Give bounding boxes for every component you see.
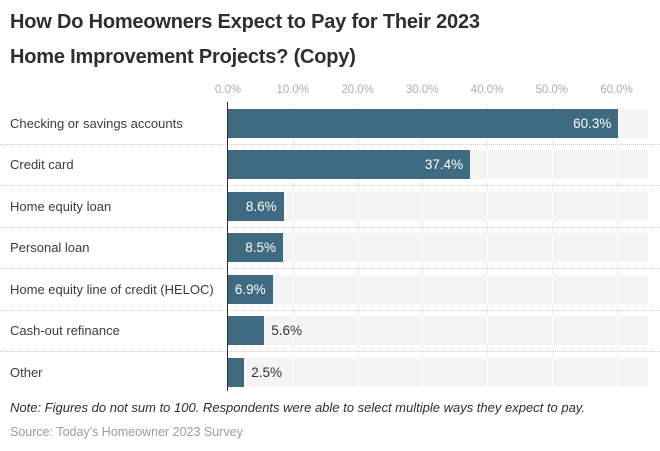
row-strip: 6.9% xyxy=(228,274,648,304)
gridline xyxy=(487,233,488,263)
gridline xyxy=(616,150,618,180)
x-tick-label: 0.0% xyxy=(214,84,242,96)
row-strip: 2.5% xyxy=(228,357,648,387)
gridline xyxy=(551,233,553,263)
chart-row: Other 2.5% xyxy=(0,352,660,393)
gridline xyxy=(292,357,294,387)
value-label: 5.6% xyxy=(271,323,303,339)
gridline xyxy=(616,233,618,263)
row-strip: 5.6% xyxy=(228,316,648,346)
chart-title: How Do Homeowners Expect to Pay for Thei… xyxy=(10,11,480,68)
x-tick-label: 60.0% xyxy=(600,84,633,96)
x-tick-label: 50.0% xyxy=(535,84,569,96)
category-label: Checking or savings accounts xyxy=(10,115,183,131)
category-label: Home equity loan xyxy=(10,198,112,214)
gridline xyxy=(292,274,294,304)
value-label: 8.6% xyxy=(245,198,277,214)
category-label: Home equity line of credit (HELOC) xyxy=(10,281,214,297)
x-tick-label: 20.0% xyxy=(341,84,374,96)
row-strip: 37.4% xyxy=(228,150,648,180)
gridline xyxy=(487,191,488,221)
category-label: Credit card xyxy=(10,157,74,173)
row-strip: 60.3% xyxy=(228,108,648,138)
gridline xyxy=(422,191,424,221)
gridline xyxy=(551,191,553,221)
category-label: Personal loan xyxy=(10,240,90,256)
gridline xyxy=(422,316,424,346)
gridline xyxy=(357,274,359,304)
value-label: 37.4% xyxy=(424,157,464,173)
gridline xyxy=(551,316,553,346)
gridline xyxy=(551,357,553,387)
x-axis: 0.0% 10.0% 20.0% 30.0% 40.0% 50.0% 60.0% xyxy=(215,84,648,100)
bar xyxy=(228,357,245,387)
x-tick-label: 10.0% xyxy=(276,84,310,96)
gridline xyxy=(551,150,553,180)
gridline xyxy=(487,274,488,304)
gridline xyxy=(357,191,359,221)
axis-zero-line xyxy=(227,102,228,391)
chart-row: Credit card 37.4% xyxy=(0,145,660,186)
bar: 6.9% xyxy=(228,274,273,304)
chart-source: Source: Today's Homeowner 2023 Survey xyxy=(10,425,243,439)
chart-row: Personal loan 8.5% xyxy=(0,228,660,269)
gridline xyxy=(422,274,424,304)
gridline xyxy=(357,357,359,387)
gridline xyxy=(616,274,618,304)
bar: 60.3% xyxy=(228,108,619,138)
gridline xyxy=(487,357,488,387)
row-strip: 8.6% xyxy=(228,191,648,221)
gridline xyxy=(357,233,359,263)
chart-row: Checking or savings accounts 60.3% xyxy=(0,103,660,145)
gridline xyxy=(292,191,294,221)
gridline xyxy=(487,150,488,180)
gridline xyxy=(616,316,618,346)
value-label: 6.9% xyxy=(234,281,266,297)
bar: 8.5% xyxy=(228,233,284,263)
row-strip: 8.5% xyxy=(228,233,648,263)
gridline xyxy=(292,233,294,263)
value-label: 60.3% xyxy=(573,115,612,131)
gridline xyxy=(616,357,618,387)
chart-rows: Checking or savings accounts 60.3% Credit … xyxy=(0,102,660,391)
value-label: 8.5% xyxy=(245,240,277,256)
chart-note: Note: Figures do not sum to 100. Respond… xyxy=(10,400,585,415)
gridline xyxy=(357,316,359,346)
category-label: Cash-out refinance xyxy=(10,323,120,339)
value-label: 2.5% xyxy=(251,364,282,380)
chart-row: Home equity loan 8.6% xyxy=(0,186,660,228)
gridline xyxy=(487,316,488,346)
category-label: Other xyxy=(10,364,43,380)
chart-row: Home equity line of credit (HELOC) 6.9% xyxy=(0,269,660,311)
bar: 8.6% xyxy=(228,191,284,221)
gridline xyxy=(616,191,618,221)
x-tick-label: 40.0% xyxy=(470,84,504,96)
gridline xyxy=(422,357,424,387)
x-tick-label: 30.0% xyxy=(405,84,439,96)
gridline xyxy=(292,316,294,346)
gridline xyxy=(551,274,553,304)
bar xyxy=(228,316,265,346)
bar: 37.4% xyxy=(228,150,471,180)
chart-row: Cash-out refinance 5.6% xyxy=(0,311,660,352)
gridline xyxy=(422,233,424,263)
